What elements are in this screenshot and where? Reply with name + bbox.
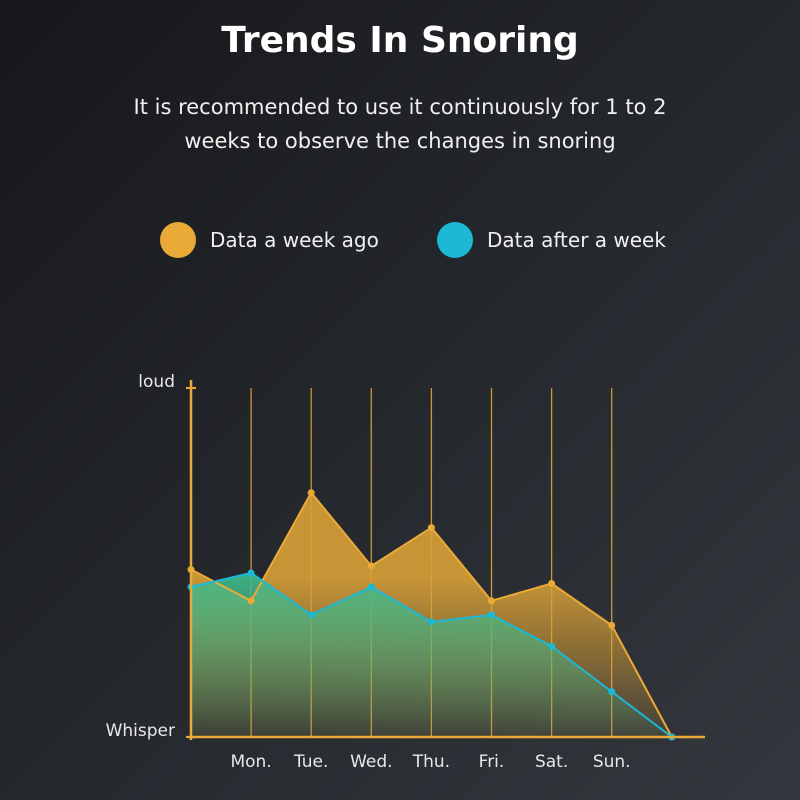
x-tick-label: Thu.: [412, 752, 450, 772]
point: [307, 489, 315, 497]
point: [427, 618, 435, 626]
point: [247, 569, 255, 577]
legend-swatch: [160, 222, 196, 258]
point: [548, 642, 556, 650]
legend-item: Data after a week: [437, 222, 666, 258]
y-tick-label: loud: [138, 372, 175, 392]
point: [367, 562, 375, 570]
y-tick-label: Whisper: [106, 721, 175, 741]
point: [488, 597, 495, 605]
point: [548, 579, 556, 587]
legend-swatch: [437, 222, 473, 258]
point: [247, 597, 255, 605]
chart-subtitle: It is recommended to use it continuously…: [133, 95, 667, 153]
point: [488, 611, 495, 619]
point: [427, 524, 435, 532]
legend-item: Data a week ago: [160, 222, 379, 258]
x-tick-label: Mon.: [230, 752, 271, 772]
point: [367, 583, 375, 591]
legend-label: Data after a week: [487, 228, 666, 252]
x-tick-label: Fri.: [479, 752, 505, 772]
chart-title: Trends In Snoring: [221, 20, 579, 61]
point: [608, 621, 616, 629]
point: [307, 611, 315, 619]
x-tick-label: Wed.: [350, 752, 392, 772]
legend-label: Data a week ago: [210, 228, 379, 252]
x-tick-label: Tue.: [293, 752, 328, 772]
point: [608, 688, 616, 696]
x-tick-label: Sat.: [535, 752, 568, 772]
area: [191, 572, 672, 737]
x-tick-label: Sun.: [593, 752, 631, 772]
